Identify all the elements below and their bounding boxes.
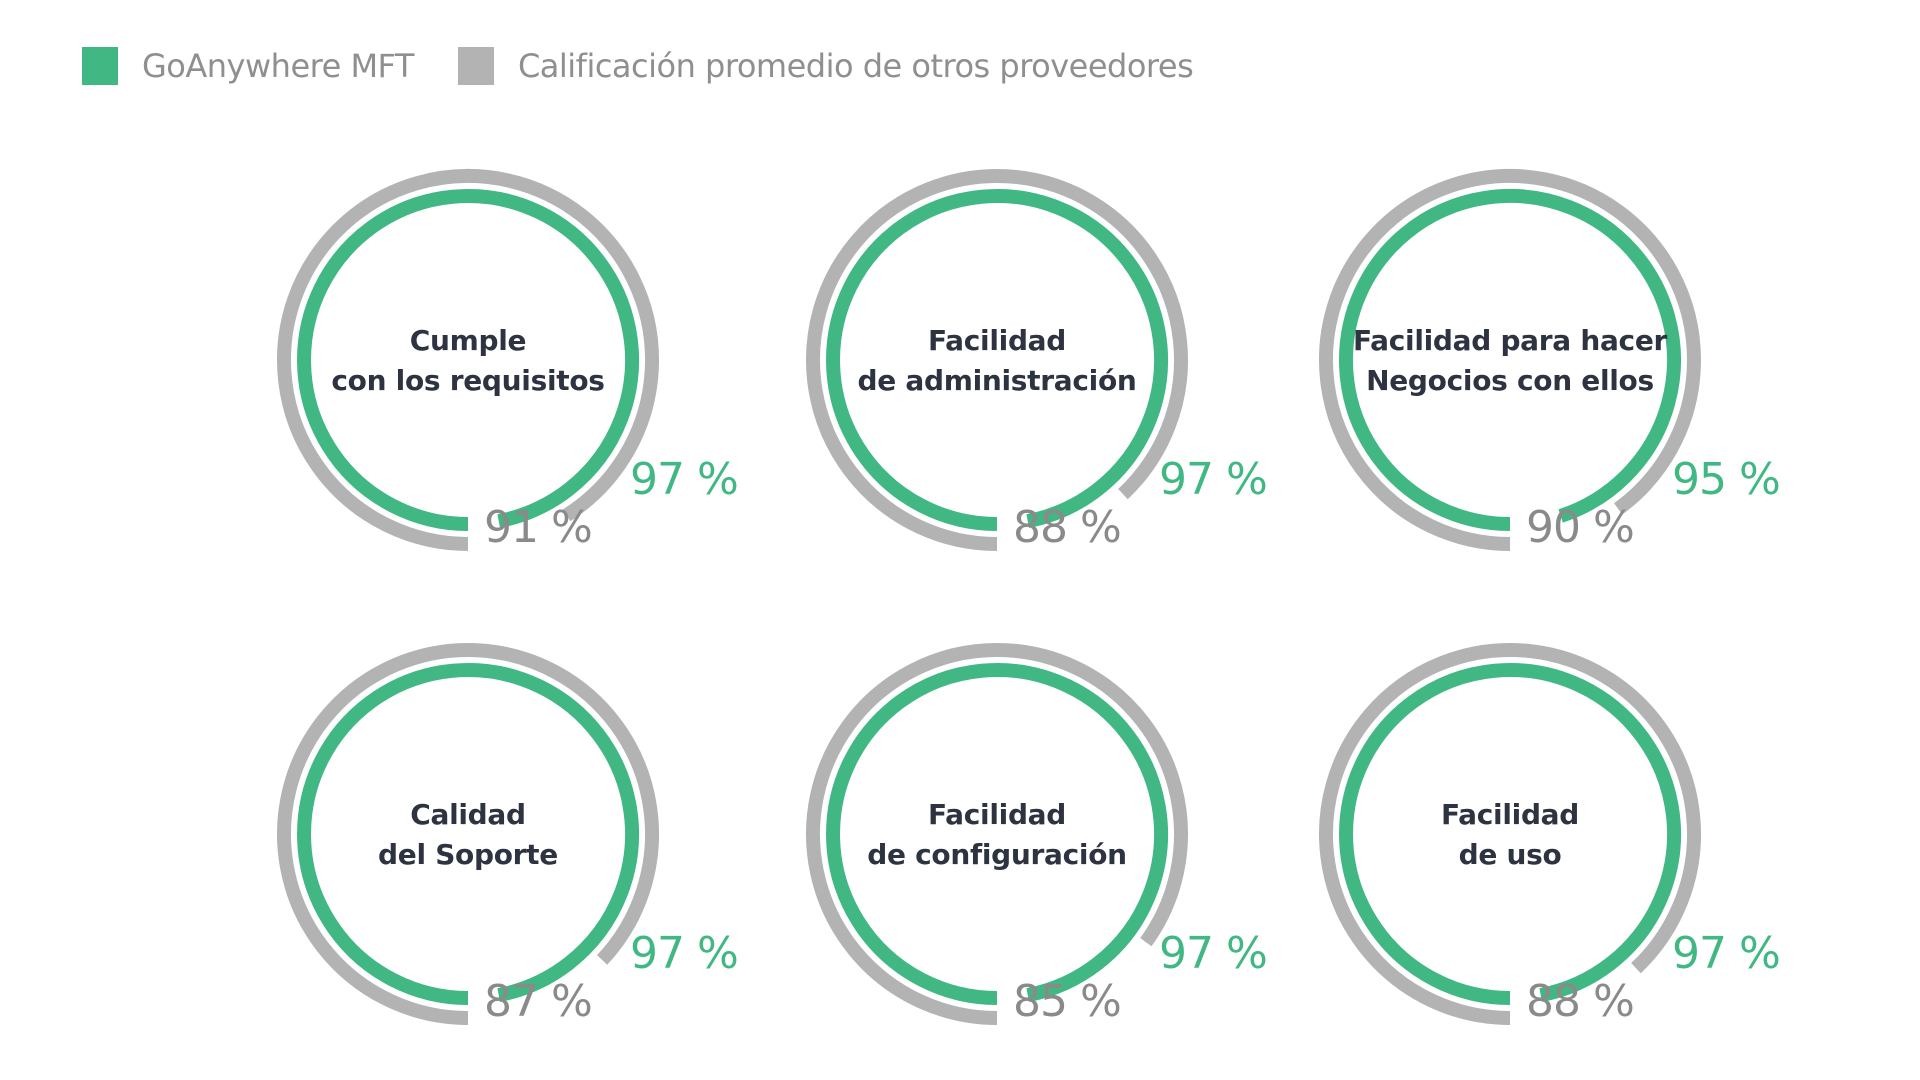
others-arc <box>277 169 659 551</box>
legend-item-others: Calificación promedio de otros proveedor… <box>457 47 1194 85</box>
legend-swatch-others <box>457 47 494 85</box>
others-value-label: 85 % <box>1013 976 1121 1027</box>
others-value-label: 91 % <box>484 502 592 553</box>
ring-title-line: del Soporte <box>378 838 558 871</box>
legend-item-goanywhere: GoAnywhere MFT <box>82 47 414 85</box>
ring-group: Facilidad de uso 97 % 88 % <box>1319 643 1781 1027</box>
ring-group: Calidad del Soporte 97 % 87 % <box>277 643 739 1027</box>
others-value-label: 88 % <box>1013 502 1121 553</box>
ring-title-line: Calidad <box>410 798 526 831</box>
goanywhere-arc <box>297 189 639 531</box>
others-value-label: 90 % <box>1526 502 1634 553</box>
others-arc <box>1319 169 1701 551</box>
goanywhere-value-label: 95 % <box>1672 454 1780 505</box>
goanywhere-value-label: 97 % <box>630 928 738 979</box>
goanywhere-arc <box>826 189 1168 531</box>
ring-title-line: de configuración <box>867 838 1127 871</box>
legend-swatch-goanywhere <box>82 47 118 85</box>
ring-group: Facilidad de administración 97 % 88 % <box>806 169 1268 553</box>
legend-label-others: Calificación promedio de otros proveedor… <box>517 47 1194 85</box>
ring-title-line: de administración <box>857 364 1136 397</box>
ring-title-line: con los requisitos <box>331 364 604 397</box>
ring-title-line: Facilidad <box>1441 798 1579 831</box>
others-arc <box>806 643 1188 1025</box>
others-value-label: 87 % <box>484 976 592 1027</box>
legend: GoAnywhere MFT Calificación promedio de … <box>82 44 1237 88</box>
goanywhere-value-label: 97 % <box>1672 928 1780 979</box>
ring-title-line: de uso <box>1459 838 1562 871</box>
goanywhere-value-label: 97 % <box>1159 454 1267 505</box>
goanywhere-arc <box>297 663 639 1005</box>
ring-group: Facilidad para hacer Negocios con ellos 95… <box>1319 169 1781 553</box>
ring-title-line: Negocios con ellos <box>1366 364 1654 397</box>
goanywhere-arc <box>826 663 1168 1005</box>
ring-title-line: Facilidad <box>928 798 1066 831</box>
others-arc <box>1319 643 1701 1025</box>
ring-group: Cumple con los requisitos 97 % 91 % <box>277 169 739 553</box>
legend-label-goanywhere: GoAnywhere MFT <box>142 47 414 85</box>
others-arc <box>277 643 659 1025</box>
goanywhere-value-label: 97 % <box>1159 928 1267 979</box>
goanywhere-arc <box>1339 189 1681 531</box>
goanywhere-arc <box>1339 663 1681 1005</box>
ring-group: Facilidad de configuración 97 % 85 % <box>806 643 1268 1027</box>
ring-title-line: Cumple <box>410 324 527 357</box>
others-value-label: 88 % <box>1526 976 1634 1027</box>
others-arc <box>806 169 1188 551</box>
ring-title-line: Facilidad <box>928 324 1066 357</box>
goanywhere-value-label: 97 % <box>630 454 738 505</box>
ring-title-line: Facilidad para hacer <box>1353 324 1668 357</box>
